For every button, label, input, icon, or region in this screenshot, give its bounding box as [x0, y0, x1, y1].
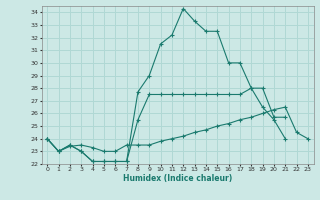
X-axis label: Humidex (Indice chaleur): Humidex (Indice chaleur) — [123, 174, 232, 183]
